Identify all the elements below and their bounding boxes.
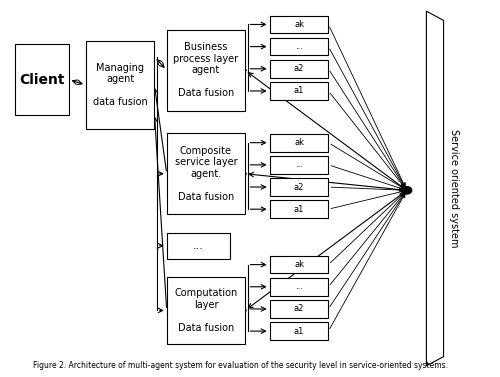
Text: a1: a1 [294, 86, 304, 95]
FancyBboxPatch shape [270, 300, 328, 318]
Text: a1: a1 [294, 205, 304, 214]
FancyBboxPatch shape [166, 30, 245, 111]
Text: Business
process layer
agent

Data fusion: Business process layer agent Data fusion [174, 42, 238, 98]
FancyBboxPatch shape [166, 233, 230, 259]
FancyBboxPatch shape [86, 41, 154, 129]
Text: Figure 2. Architecture of multi-agent system for evaluation of the security leve: Figure 2. Architecture of multi-agent sy… [32, 360, 448, 369]
FancyBboxPatch shape [270, 256, 328, 273]
FancyBboxPatch shape [166, 277, 245, 344]
FancyBboxPatch shape [270, 278, 328, 296]
FancyBboxPatch shape [270, 15, 328, 33]
Text: ...: ... [193, 241, 204, 251]
Text: Managing
agent

data fusion: Managing agent data fusion [93, 63, 148, 107]
Text: a1: a1 [294, 326, 304, 336]
FancyBboxPatch shape [15, 44, 68, 115]
Text: ...: ... [295, 42, 303, 51]
FancyBboxPatch shape [270, 178, 328, 196]
Polygon shape [426, 11, 444, 366]
FancyBboxPatch shape [270, 82, 328, 100]
FancyBboxPatch shape [270, 60, 328, 78]
Text: a2: a2 [294, 64, 304, 73]
FancyBboxPatch shape [270, 200, 328, 218]
Text: ...: ... [295, 160, 303, 169]
Text: ak: ak [294, 20, 304, 29]
Text: Composite
service layer
agent.

Data fusion: Composite service layer agent. Data fusi… [174, 146, 237, 202]
FancyBboxPatch shape [270, 322, 328, 340]
Text: ak: ak [294, 260, 304, 269]
Text: ...: ... [295, 282, 303, 291]
Text: Service oriented system: Service oriented system [450, 129, 460, 248]
FancyBboxPatch shape [270, 134, 328, 152]
Text: Client: Client [19, 72, 64, 86]
Text: a2: a2 [294, 305, 304, 313]
Text: ak: ak [294, 138, 304, 147]
FancyBboxPatch shape [270, 156, 328, 174]
FancyBboxPatch shape [166, 133, 245, 215]
FancyBboxPatch shape [270, 38, 328, 55]
Circle shape [402, 187, 411, 194]
Text: a2: a2 [294, 182, 304, 192]
Text: Computation
layer

Data fusion: Computation layer Data fusion [174, 288, 238, 333]
